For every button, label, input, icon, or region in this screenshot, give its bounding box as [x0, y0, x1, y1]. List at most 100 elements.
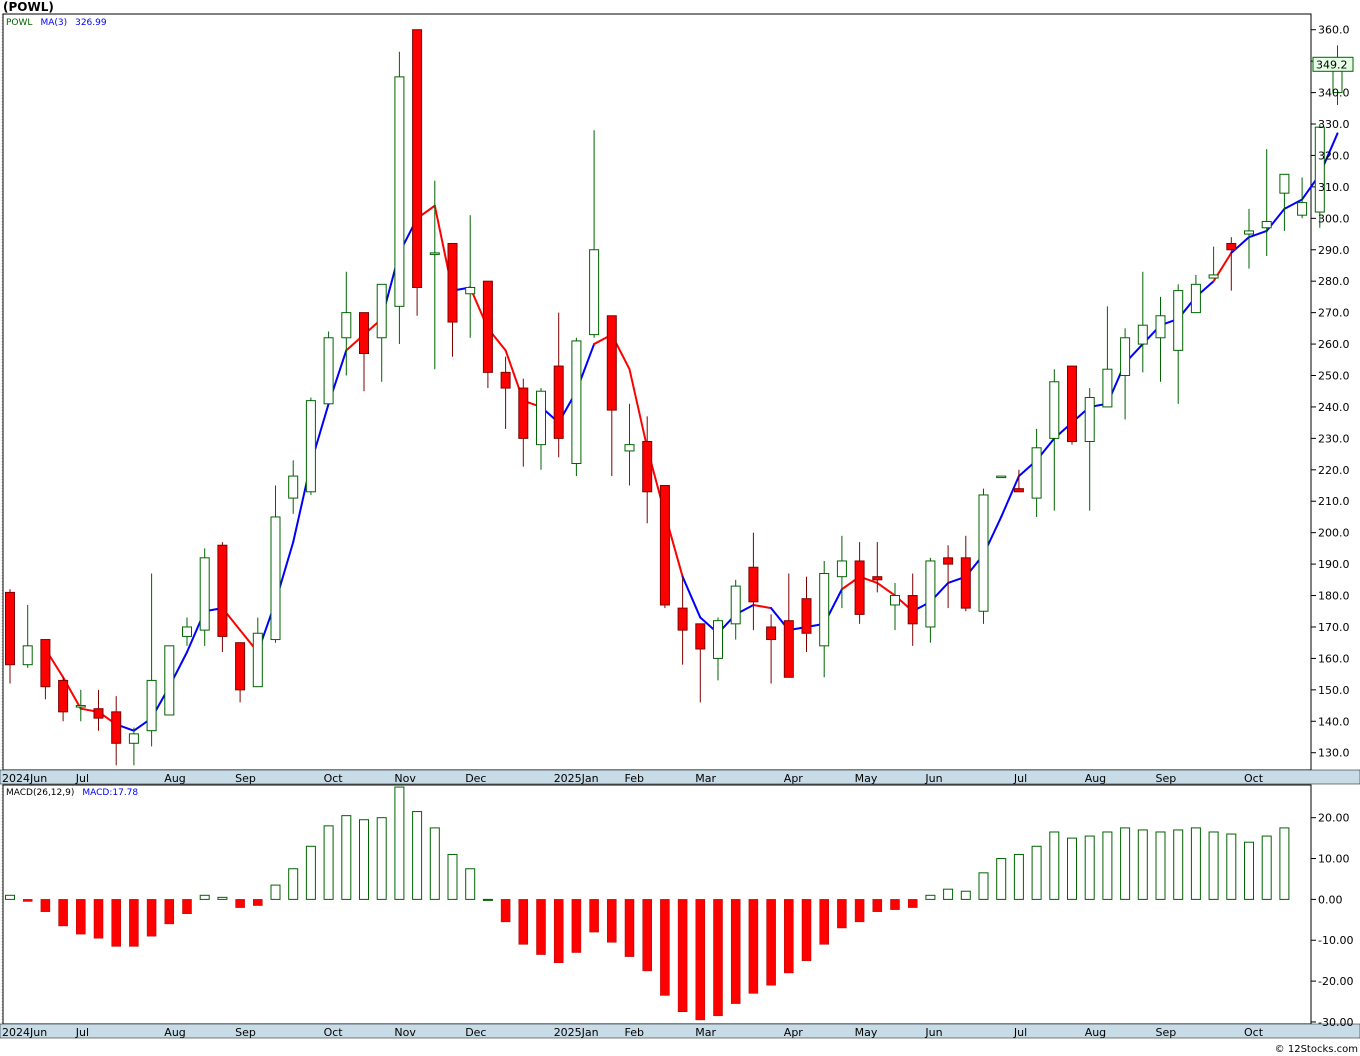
- candle-body: [571, 340, 582, 465]
- y-tick-label: 140.0: [1318, 715, 1350, 728]
- candle-body: [1049, 381, 1060, 439]
- candle-body: [323, 337, 334, 405]
- macd-bar: [93, 899, 104, 939]
- macd-bar: [288, 868, 299, 900]
- x-month-label: Dec: [465, 772, 486, 785]
- candle-body: [1261, 220, 1272, 229]
- macd-bar: [607, 899, 617, 943]
- y-tick-label: 210.0: [1318, 495, 1350, 508]
- x-month-label: Feb: [625, 1026, 644, 1039]
- macd-histogram: [5, 786, 1290, 1021]
- candle-body: [75, 705, 86, 708]
- candle-body: [1297, 202, 1308, 216]
- macd-bar: [412, 811, 423, 900]
- macd-bar: [589, 899, 599, 933]
- x-axis-bar-macd: [0, 1023, 1360, 1039]
- x-month-label: Oct: [1244, 772, 1264, 785]
- last-price-box: [1312, 56, 1354, 72]
- candle-body: [748, 566, 759, 603]
- macd-bar: [518, 899, 529, 945]
- candle-body: [925, 560, 936, 628]
- y-tick-label: 260.0: [1318, 338, 1350, 351]
- candle-body: [642, 441, 653, 493]
- candle-body: [624, 444, 635, 452]
- x-month-label: May: [855, 1026, 878, 1039]
- axis-labels: 130.0 140.0 150.0 160.0 170.0 180.0 190.0 200.0…: [2, 18, 1354, 1039]
- candle-body: [465, 286, 476, 295]
- candle-body: [500, 371, 511, 389]
- candle-body: [907, 595, 918, 625]
- macd-bar: [500, 899, 511, 923]
- candle-body: [819, 573, 830, 647]
- y-tick-label: 250.0: [1318, 369, 1350, 382]
- candle-body: [854, 560, 865, 615]
- macd-bar: [323, 825, 334, 900]
- macd-bar: [359, 819, 369, 900]
- candle-body: [1084, 397, 1095, 443]
- candle-body: [960, 557, 971, 609]
- macd-bar: [1102, 831, 1113, 900]
- x-month-label: Nov: [394, 1026, 416, 1039]
- candle-body: [22, 645, 33, 666]
- candle-body: [111, 711, 122, 744]
- x-month-label: Oct: [324, 772, 344, 785]
- candle-body: [890, 595, 900, 606]
- macd-bar: [76, 899, 86, 935]
- y-tick-label: 290.0: [1318, 244, 1350, 257]
- axes: [0, 13, 1360, 1039]
- macd-bar: [129, 899, 139, 947]
- macd-bar: [748, 899, 759, 994]
- macd-bar: [766, 899, 776, 986]
- candle-body: [1190, 283, 1201, 314]
- y-tick-label: 270.0: [1318, 307, 1350, 320]
- y-tick-label: 240.0: [1318, 401, 1350, 414]
- macd-bar: [660, 899, 670, 996]
- macd-bar: [5, 894, 15, 900]
- macd-bar: [1244, 841, 1254, 900]
- y-tick-label: 360.0: [1318, 24, 1350, 37]
- candle-body: [766, 626, 777, 641]
- candle-body: [836, 560, 847, 578]
- candle-body: [217, 544, 228, 637]
- macd-bar: [730, 899, 741, 1004]
- x-month-label: Oct: [1244, 1026, 1264, 1039]
- x-month-label: Mar: [695, 772, 716, 785]
- x-month-label: Dec: [465, 1026, 486, 1039]
- macd-bar: [960, 890, 971, 900]
- macd-bar: [1084, 835, 1095, 900]
- macd-bar: [341, 815, 352, 900]
- x-month-label: May: [855, 772, 878, 785]
- macd-bar: [677, 899, 688, 1012]
- x-month-label: Apr: [784, 772, 804, 785]
- x-month-label: Jul: [1013, 1026, 1027, 1039]
- candle-body: [1226, 242, 1237, 251]
- x-month-label: Nov: [394, 772, 416, 785]
- macd-bar: [394, 786, 405, 900]
- x-month-label: Jun: [924, 1026, 942, 1039]
- y-tick-label: 310.0: [1318, 181, 1350, 194]
- macd-bar: [642, 899, 652, 972]
- candle-body: [1155, 315, 1166, 339]
- x-month-label: 2025Jan: [554, 1026, 599, 1039]
- macd-bar: [253, 899, 263, 906]
- candle-body: [447, 242, 458, 323]
- candle-body: [429, 252, 440, 255]
- candle-body: [252, 632, 263, 688]
- candle-body: [5, 591, 15, 666]
- x-month-label: Aug: [164, 772, 185, 785]
- x-month-label: Feb: [625, 772, 644, 785]
- candle-body: [341, 312, 352, 339]
- candle-body: [695, 623, 706, 650]
- x-month-label: Sep: [1156, 772, 1177, 785]
- x-month-label: Jul: [75, 1026, 89, 1039]
- y-tick-label: 170.0: [1318, 621, 1350, 634]
- price-legend: POWL MA(3) 326.99: [6, 18, 107, 28]
- macd-bar: [217, 896, 228, 900]
- x-month-label: Jul: [1013, 772, 1027, 785]
- candle-body: [40, 639, 51, 688]
- candle-body: [412, 29, 423, 288]
- macd-bar: [1031, 845, 1042, 900]
- price-panel-frame: [2, 13, 1312, 771]
- macd-bar: [1155, 831, 1166, 900]
- macd-bar: [1226, 833, 1237, 900]
